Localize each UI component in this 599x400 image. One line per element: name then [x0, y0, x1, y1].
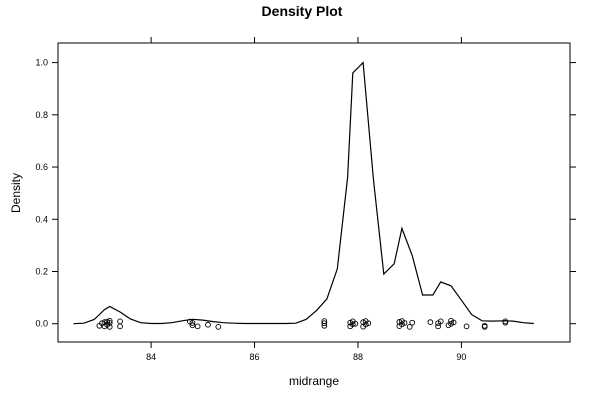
plot-frame: [57, 42, 571, 343]
x-tick-label-3: 90: [456, 352, 466, 362]
y-axis-label: Density: [9, 173, 23, 213]
y-axis: 0.0 0.2 0.4 0.6 0.8 1.0: [35, 58, 576, 329]
rug-point: [194, 323, 201, 330]
rug-point: [189, 322, 196, 329]
rug-point: [349, 321, 356, 328]
x-axis-label: midrange: [289, 374, 339, 388]
rug-point: [352, 320, 359, 327]
rug-point: [106, 320, 113, 326]
rug-point: [409, 319, 416, 326]
rug-point: [401, 320, 408, 326]
rug-point: [106, 317, 113, 324]
chart-title: Density Plot: [262, 3, 343, 19]
rug-point: [427, 319, 434, 326]
rug-point: [502, 318, 509, 325]
rug-point: [435, 323, 441, 330]
rug-point: [437, 318, 444, 325]
rug-point: [321, 318, 328, 324]
x-axis: 84 86 88 90: [146, 37, 466, 362]
y-tick-label-0: 0.0: [35, 319, 48, 329]
rug-point: [463, 323, 470, 330]
rug-point: [450, 319, 457, 326]
y-tick-label-2: 0.4: [35, 214, 48, 224]
rug-points: [96, 317, 509, 330]
rug-point: [205, 321, 211, 328]
rug-point: [106, 324, 113, 330]
rug-point: [365, 320, 372, 327]
rug-point: [215, 324, 222, 330]
y-tick-label-5: 1.0: [35, 58, 48, 68]
x-tick-label-1: 86: [250, 352, 260, 362]
y-tick-label-3: 0.6: [35, 162, 48, 172]
x-tick-label-0: 84: [146, 352, 156, 362]
x-tick-label-2: 88: [353, 352, 363, 362]
rug-point: [406, 324, 413, 330]
y-tick-label-1: 0.2: [35, 266, 48, 276]
rug-point: [481, 324, 488, 330]
rug-point: [117, 323, 123, 330]
y-tick-label-4: 0.8: [35, 110, 48, 120]
rug-point: [189, 320, 196, 326]
rug-point: [321, 320, 328, 327]
rug-point: [117, 318, 123, 325]
density-line: [73, 61, 534, 325]
